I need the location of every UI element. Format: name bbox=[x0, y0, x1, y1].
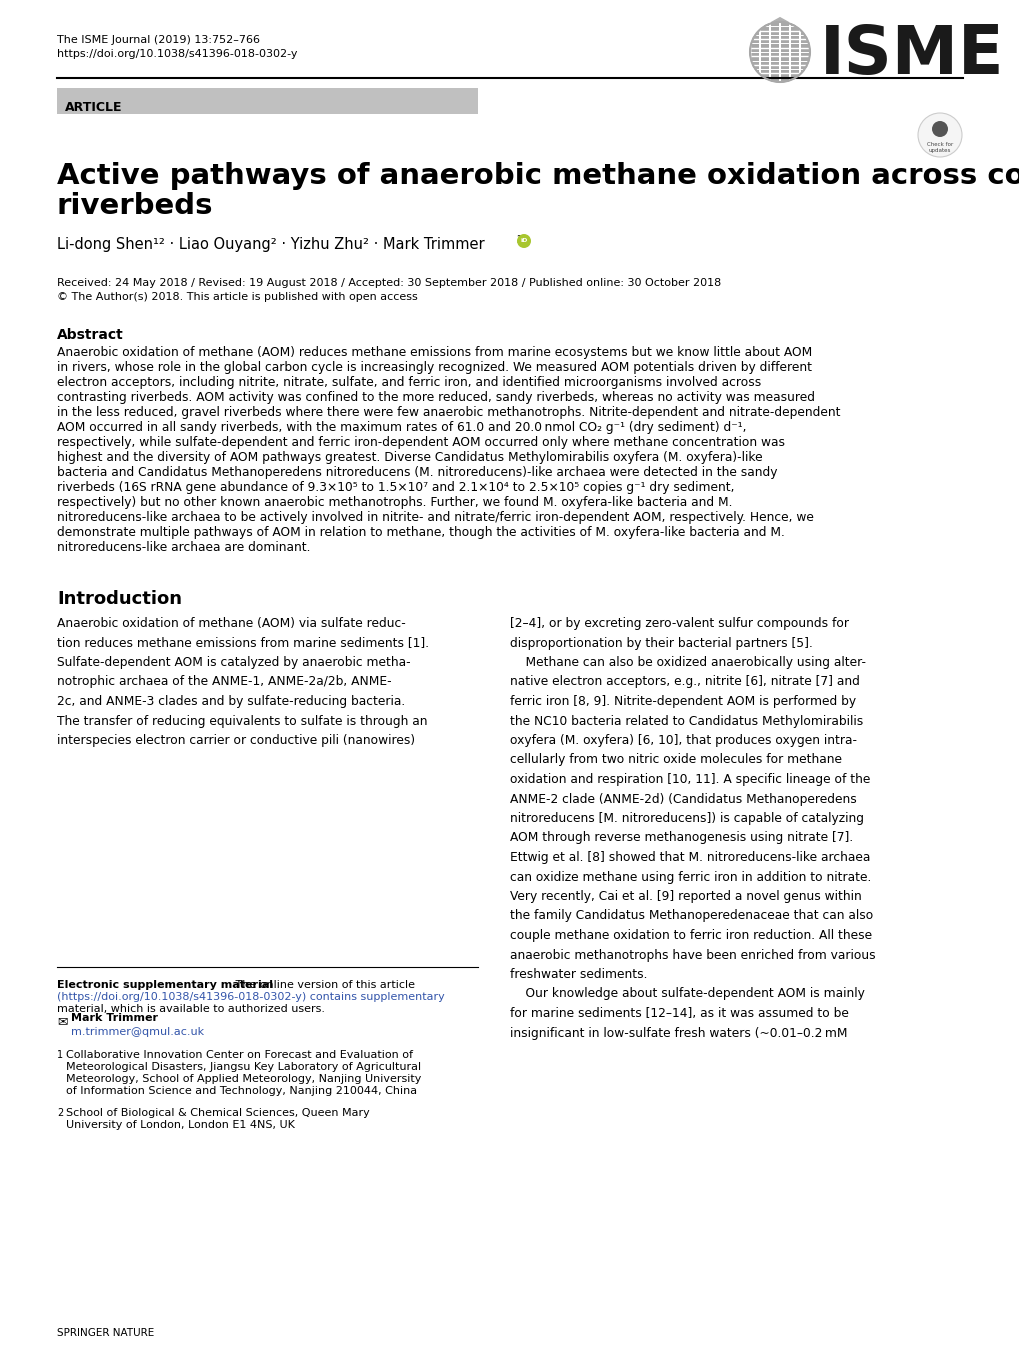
Text: ferric iron [8, 9]. Nitrite-dependent AOM is performed by: ferric iron [8, 9]. Nitrite-dependent AO… bbox=[510, 695, 855, 709]
Text: couple methane oxidation to ferric iron reduction. All these: couple methane oxidation to ferric iron … bbox=[510, 930, 871, 942]
Text: in rivers, whose role in the global carbon cycle is increasingly recognized. We : in rivers, whose role in the global carb… bbox=[57, 360, 811, 374]
Text: iD: iD bbox=[520, 238, 527, 244]
Circle shape bbox=[517, 234, 531, 248]
Text: Meteorological Disasters, Jiangsu Key Laboratory of Agricultural: Meteorological Disasters, Jiangsu Key La… bbox=[66, 1062, 421, 1072]
Text: SPRINGER NATURE: SPRINGER NATURE bbox=[57, 1328, 154, 1337]
Text: respectively) but no other known anaerobic methanotrophs. Further, we found M. o: respectively) but no other known anaerob… bbox=[57, 496, 732, 509]
Text: demonstrate multiple pathways of AOM in relation to methane, though the activiti: demonstrate multiple pathways of AOM in … bbox=[57, 526, 784, 539]
Text: oxidation and respiration [10, 11]. A specific lineage of the: oxidation and respiration [10, 11]. A sp… bbox=[510, 772, 869, 786]
Circle shape bbox=[917, 112, 961, 157]
Text: Meteorology, School of Applied Meteorology, Nanjing University: Meteorology, School of Applied Meteorolo… bbox=[66, 1075, 421, 1084]
Text: material, which is available to authorized users.: material, which is available to authoriz… bbox=[57, 1004, 325, 1014]
Text: Abstract: Abstract bbox=[57, 328, 123, 341]
Text: https://doi.org/10.1038/s41396-018-0302-y: https://doi.org/10.1038/s41396-018-0302-… bbox=[57, 49, 298, 60]
Polygon shape bbox=[751, 61, 808, 69]
Polygon shape bbox=[749, 51, 809, 61]
Text: riverbeds: riverbeds bbox=[57, 192, 213, 220]
Text: nitroreducens-like archaea to be actively involved in nitrite- and nitrate/ferri: nitroreducens-like archaea to be activel… bbox=[57, 511, 813, 524]
Text: anaerobic methanotrophs have been enriched from various: anaerobic methanotrophs have been enrich… bbox=[510, 948, 874, 962]
Text: ISME: ISME bbox=[819, 22, 1004, 88]
Text: Anaerobic oxidation of methane (AOM) reduces methane emissions from marine ecosy: Anaerobic oxidation of methane (AOM) red… bbox=[57, 346, 811, 359]
Text: Active pathways of anaerobic methane oxidation across contrasting: Active pathways of anaerobic methane oxi… bbox=[57, 163, 1019, 190]
Text: 2: 2 bbox=[516, 234, 522, 245]
Text: Sulfate-dependent AOM is catalyzed by anaerobic metha-: Sulfate-dependent AOM is catalyzed by an… bbox=[57, 656, 411, 669]
Polygon shape bbox=[764, 18, 795, 26]
Text: notrophic archaea of the ANME-1, ANME-2a/2b, ANME-: notrophic archaea of the ANME-1, ANME-2a… bbox=[57, 676, 391, 688]
Text: riverbeds (16S rRNA gene abundance of 9.3×10⁵ to 1.5×10⁷ and 2.1×10⁴ to 2.5×10⁵ : riverbeds (16S rRNA gene abundance of 9.… bbox=[57, 481, 734, 495]
Circle shape bbox=[749, 22, 809, 83]
Text: Check for
updates: Check for updates bbox=[926, 142, 952, 153]
Text: 1: 1 bbox=[57, 1050, 63, 1060]
Text: bacteria and Candidatus Methanoperedens nitroreducens (M. nitroreducens)-like ar: bacteria and Candidatus Methanoperedens … bbox=[57, 466, 776, 480]
Text: Anaerobic oxidation of methane (AOM) via sulfate reduc-: Anaerobic oxidation of methane (AOM) via… bbox=[57, 617, 406, 630]
Text: 2: 2 bbox=[57, 1108, 63, 1118]
Text: Mark Trimmer: Mark Trimmer bbox=[71, 1014, 158, 1023]
Text: can oxidize methane using ferric iron in addition to nitrate.: can oxidize methane using ferric iron in… bbox=[510, 870, 870, 883]
Text: [2–4], or by excreting zero-valent sulfur compounds for: [2–4], or by excreting zero-valent sulfu… bbox=[510, 617, 848, 630]
Polygon shape bbox=[755, 69, 804, 77]
Text: m.trimmer@qmul.ac.uk: m.trimmer@qmul.ac.uk bbox=[71, 1027, 204, 1037]
Text: 2c, and ANME-3 clades and by sulfate-reducing bacteria.: 2c, and ANME-3 clades and by sulfate-red… bbox=[57, 695, 405, 709]
Text: Very recently, Cai et al. [9] reported a novel genus within: Very recently, Cai et al. [9] reported a… bbox=[510, 890, 861, 902]
Polygon shape bbox=[749, 43, 809, 51]
Text: The ISME Journal (2019) 13:752–766: The ISME Journal (2019) 13:752–766 bbox=[57, 35, 260, 45]
Text: © The Author(s) 2018. This article is published with open access: © The Author(s) 2018. This article is pu… bbox=[57, 291, 418, 302]
Text: ARTICLE: ARTICLE bbox=[65, 102, 122, 114]
Text: the NC10 bacteria related to Candidatus Methylomirabilis: the NC10 bacteria related to Candidatus … bbox=[510, 714, 862, 728]
Text: ANME-2 clade (ANME-2d) (Candidatus Methanoperedens: ANME-2 clade (ANME-2d) (Candidatus Metha… bbox=[510, 793, 856, 805]
Text: Ettwig et al. [8] showed that M. nitroreducens-like archaea: Ettwig et al. [8] showed that M. nitrore… bbox=[510, 851, 869, 864]
Text: interspecies electron carrier or conductive pili (nanowires): interspecies electron carrier or conduct… bbox=[57, 734, 415, 747]
Text: of Information Science and Technology, Nanjing 210044, China: of Information Science and Technology, N… bbox=[66, 1085, 417, 1096]
Text: electron acceptors, including nitrite, nitrate, sulfate, and ferric iron, and id: electron acceptors, including nitrite, n… bbox=[57, 375, 760, 389]
Text: nitroreducens-like archaea are dominant.: nitroreducens-like archaea are dominant. bbox=[57, 541, 310, 554]
Text: Electronic supplementary material: Electronic supplementary material bbox=[57, 980, 273, 991]
Text: Li-dong Shen¹² · Liao Ouyang² · Yizhu Zhu² · Mark Trimmer: Li-dong Shen¹² · Liao Ouyang² · Yizhu Zh… bbox=[57, 237, 484, 252]
Text: oxyfera (M. oxyfera) [6, 10], that produces oxygen intra-: oxyfera (M. oxyfera) [6, 10], that produ… bbox=[510, 734, 856, 747]
Text: Collaborative Innovation Center on Forecast and Evaluation of: Collaborative Innovation Center on Forec… bbox=[66, 1050, 413, 1060]
Polygon shape bbox=[751, 35, 808, 43]
Text: School of Biological & Chemical Sciences, Queen Mary: School of Biological & Chemical Sciences… bbox=[66, 1108, 370, 1118]
Text: Methane can also be oxidized anaerobically using alter-: Methane can also be oxidized anaerobical… bbox=[510, 656, 865, 669]
Text: Introduction: Introduction bbox=[57, 589, 181, 608]
Text: ✉: ✉ bbox=[57, 1015, 67, 1028]
Text: contrasting riverbeds. AOM activity was confined to the more reduced, sandy rive: contrasting riverbeds. AOM activity was … bbox=[57, 392, 814, 404]
Text: in the less reduced, gravel riverbeds where there were few anaerobic methanotrop: in the less reduced, gravel riverbeds wh… bbox=[57, 406, 840, 419]
Bar bbox=[57, 88, 478, 114]
Text: Our knowledge about sulfate-dependent AOM is mainly: Our knowledge about sulfate-dependent AO… bbox=[510, 988, 864, 1000]
Text: for marine sediments [12–14], as it was assumed to be: for marine sediments [12–14], as it was … bbox=[510, 1007, 848, 1020]
Text: native electron acceptors, e.g., nitrite [6], nitrate [7] and: native electron acceptors, e.g., nitrite… bbox=[510, 676, 859, 688]
Text: University of London, London E1 4NS, UK: University of London, London E1 4NS, UK bbox=[66, 1121, 294, 1130]
Circle shape bbox=[931, 121, 947, 137]
Text: AOM through reverse methanogenesis using nitrate [7].: AOM through reverse methanogenesis using… bbox=[510, 832, 853, 844]
Text: disproportionation by their bacterial partners [5].: disproportionation by their bacterial pa… bbox=[510, 637, 812, 649]
Text: AOM occurred in all sandy riverbeds, with the maximum rates of 61.0 and 20.0 nmo: AOM occurred in all sandy riverbeds, wit… bbox=[57, 421, 746, 434]
Text: freshwater sediments.: freshwater sediments. bbox=[510, 967, 647, 981]
Text: respectively, while sulfate-dependent and ferric iron-dependent AOM occurred onl: respectively, while sulfate-dependent an… bbox=[57, 436, 785, 449]
Text: highest and the diversity of AOM pathways greatest. Diverse Candidatus Methylomi: highest and the diversity of AOM pathway… bbox=[57, 451, 762, 463]
Text: The online version of this article: The online version of this article bbox=[231, 980, 415, 991]
Text: the family Candidatus Methanoperedenaceae that can also: the family Candidatus Methanoperedenacea… bbox=[510, 909, 872, 923]
Text: cellularly from two nitric oxide molecules for methane: cellularly from two nitric oxide molecul… bbox=[510, 753, 841, 767]
Text: tion reduces methane emissions from marine sediments [1].: tion reduces methane emissions from mari… bbox=[57, 637, 429, 649]
Text: insignificant in low-sulfate fresh waters (~0.01–0.2 mM: insignificant in low-sulfate fresh water… bbox=[510, 1027, 847, 1039]
Text: The transfer of reducing equivalents to sulfate is through an: The transfer of reducing equivalents to … bbox=[57, 714, 427, 728]
Text: (https://doi.org/10.1038/s41396-018-0302-y) contains supplementary: (https://doi.org/10.1038/s41396-018-0302… bbox=[57, 992, 444, 1001]
Text: nitroreducens [M. nitroreducens]) is capable of catalyzing: nitroreducens [M. nitroreducens]) is cap… bbox=[510, 812, 863, 825]
Text: Received: 24 May 2018 / Revised: 19 August 2018 / Accepted: 30 September 2018 / : Received: 24 May 2018 / Revised: 19 Augu… bbox=[57, 278, 720, 289]
Polygon shape bbox=[755, 26, 804, 35]
